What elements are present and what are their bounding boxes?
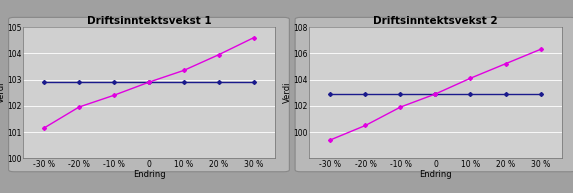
Y-axis label: Verdi: Verdi xyxy=(283,82,292,103)
Y-axis label: Verdi: Verdi xyxy=(0,82,6,103)
X-axis label: Endring: Endring xyxy=(419,170,452,179)
Title: Driftsinntektsvekst 1: Driftsinntektsvekst 1 xyxy=(87,16,211,26)
X-axis label: Endring: Endring xyxy=(133,170,165,179)
Title: Driftsinntektsvekst 2: Driftsinntektsvekst 2 xyxy=(373,16,498,26)
